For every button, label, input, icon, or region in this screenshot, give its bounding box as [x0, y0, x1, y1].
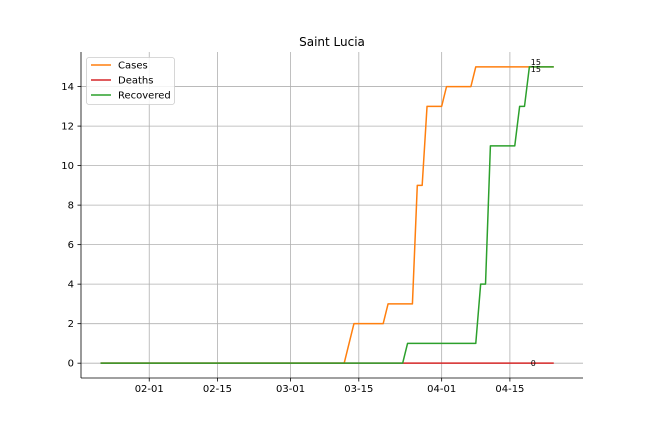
x-tick-label: 03-01 [276, 384, 305, 395]
end-label-recovered: 15 [531, 65, 541, 74]
x-tick-label: 02-01 [135, 384, 164, 395]
y-tick-label: 10 [61, 161, 74, 172]
chart-title: Saint Lucia [299, 35, 365, 49]
legend-label-recovered: Recovered [118, 91, 171, 102]
y-tick-label: 12 [61, 122, 74, 133]
x-tick-label: 04-01 [427, 384, 456, 395]
x-tick-label: 03-15 [344, 384, 373, 395]
series-layer [100, 66, 554, 364]
y-tick-label: 4 [68, 280, 74, 291]
series-line-cases [100, 66, 554, 364]
legend-label-deaths: Deaths [118, 76, 153, 87]
grid [81, 52, 583, 378]
end-label-cases: 15 [531, 58, 541, 67]
series-line-recovered [100, 66, 554, 364]
x-tick-label: 04-15 [495, 384, 524, 395]
legend-label-cases: Cases [118, 61, 148, 72]
y-tick-label: 0 [68, 359, 74, 370]
y-tick-label: 8 [68, 201, 74, 212]
end-labels: 15 0 15 [531, 58, 541, 368]
x-tick-label: 02-15 [203, 384, 232, 395]
y-tick-label: 6 [68, 240, 74, 251]
legend: Cases Deaths Recovered [86, 57, 175, 105]
end-label-deaths: 0 [531, 359, 536, 368]
legend-box [86, 57, 175, 105]
y-tick-label: 2 [68, 319, 74, 330]
axes: 02-01 02-15 03-01 03-15 04-01 04-15 0 2 4 6 8 10 12 1… [61, 52, 583, 395]
y-tick-label: 14 [61, 82, 74, 93]
